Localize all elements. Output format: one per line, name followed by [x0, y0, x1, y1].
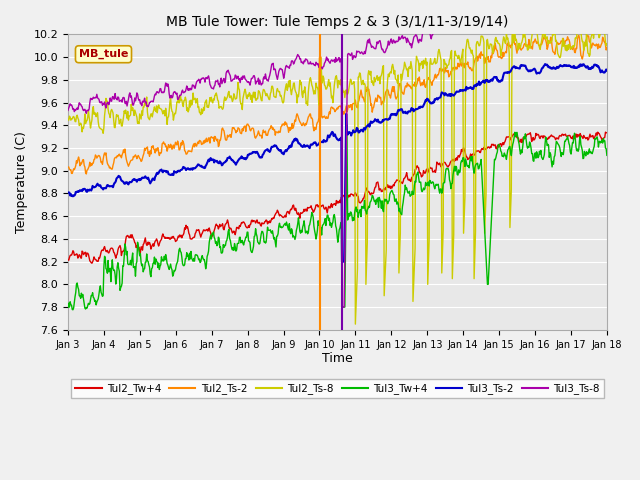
- Y-axis label: Temperature (C): Temperature (C): [15, 131, 28, 233]
- X-axis label: Time: Time: [322, 352, 353, 365]
- Title: MB Tule Tower: Tule Temps 2 & 3 (3/1/11-3/19/14): MB Tule Tower: Tule Temps 2 & 3 (3/1/11-…: [166, 15, 509, 29]
- Text: MB_tule: MB_tule: [79, 49, 128, 60]
- Legend: Tul2_Tw+4, Tul2_Ts-2, Tul2_Ts-8, Tul3_Tw+4, Tul3_Ts-2, Tul3_Ts-8: Tul2_Tw+4, Tul2_Ts-2, Tul2_Ts-8, Tul3_Tw…: [71, 379, 604, 398]
